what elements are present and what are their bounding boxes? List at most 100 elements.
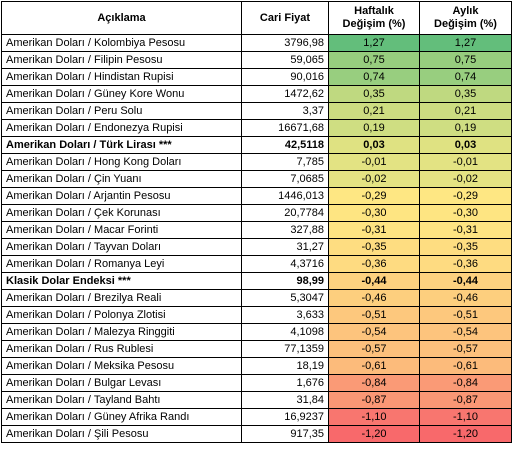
row-price: 77,1359 [241, 340, 329, 358]
header-weekly-change: Haftalık Değişim (%) [328, 1, 420, 35]
row-monthly-change: -0,29 [419, 187, 512, 205]
table-row: Amerikan Doları / Güney Afrika Randı 16,9… [1, 408, 512, 426]
row-description: Amerikan Doları / Brezilya Reali [1, 289, 242, 307]
row-price: 1446,013 [241, 187, 329, 205]
header-monthly-line2: Değişim (%) [434, 18, 497, 30]
table-row: Amerikan Doları / Malezya Ringgiti 4,1098… [1, 323, 512, 341]
row-weekly-change: -0,87 [328, 391, 420, 409]
table-row: Amerikan Doları / Tayvan Doları 31,27 -0,3… [1, 238, 512, 256]
row-monthly-change: -0,84 [419, 374, 512, 392]
table-row: Amerikan Doları / Brezilya Reali 5,3047 -0… [1, 289, 512, 307]
row-weekly-change: -0,29 [328, 187, 420, 205]
row-description: Amerikan Doları / Tayland Bahtı [1, 391, 242, 409]
row-price: 31,27 [241, 238, 329, 256]
table-row: Amerikan Doları / Filipin Pesosu 59,065 0,… [1, 51, 512, 69]
row-description: Klasik Dolar Endeksi *** [1, 272, 242, 290]
row-description: Amerikan Doları / Endonezya Rupisi [1, 119, 242, 137]
row-price: 4,1098 [241, 323, 329, 341]
row-description: Amerikan Doları / Şili Pesosu [1, 425, 242, 443]
row-weekly-change: -0,30 [328, 204, 420, 222]
row-price: 31,84 [241, 391, 329, 409]
header-weekly-line1: Haftalık [354, 5, 394, 17]
row-description: Amerikan Doları / Türk Lirası *** [1, 136, 242, 154]
row-weekly-change: -1,10 [328, 408, 420, 426]
row-description: Amerikan Doları / Hong Kong Doları [1, 153, 242, 171]
row-monthly-change: 1,27 [419, 34, 512, 52]
row-monthly-change: -0,57 [419, 340, 512, 358]
header-description: Açıklama [1, 1, 242, 35]
table-row: Amerikan Doları / Hindistan Rupisi 90,016… [1, 68, 512, 86]
row-weekly-change: -0,31 [328, 221, 420, 239]
header-monthly-change: Aylık Değişim (%) [419, 1, 512, 35]
row-monthly-change: -0,36 [419, 255, 512, 273]
row-monthly-change: -0,44 [419, 272, 512, 290]
table-row: Amerikan Doları / Çek Korunası 20,7784 -0,… [1, 204, 512, 222]
row-description: Amerikan Doları / Çin Yuanı [1, 170, 242, 188]
table-row: Amerikan Doları / Kolombiya Pesosu 3796,9… [1, 34, 512, 52]
row-price: 1472,62 [241, 85, 329, 103]
table-row: Amerikan Doları / Çin Yuanı 7,0685 -0,02 -0… [1, 170, 512, 188]
table-body: Amerikan Doları / Kolombiya Pesosu 3796,9… [1, 34, 512, 443]
table-row: Amerikan Doları / Hong Kong Doları 7,785 -… [1, 153, 512, 171]
row-monthly-change: 0,35 [419, 85, 512, 103]
row-weekly-change: -0,54 [328, 323, 420, 341]
row-monthly-change: -0,54 [419, 323, 512, 341]
row-monthly-change: -1,10 [419, 408, 512, 426]
row-price: 3796,98 [241, 34, 329, 52]
row-weekly-change: -1,20 [328, 425, 420, 443]
row-price: 16671,68 [241, 119, 329, 137]
row-monthly-change: 0,19 [419, 119, 512, 137]
row-price: 5,3047 [241, 289, 329, 307]
table-row: Amerikan Doları / Macar Forinti 327,88 -0,… [1, 221, 512, 239]
row-weekly-change: -0,51 [328, 306, 420, 324]
header-price: Cari Fiyat [241, 1, 329, 35]
row-price: 90,016 [241, 68, 329, 86]
table-row: Amerikan Doları / Şili Pesosu 917,35 -1,20… [1, 425, 512, 443]
row-weekly-change: 0,21 [328, 102, 420, 120]
header-monthly-line1: Aylık [452, 5, 479, 17]
table-row: Amerikan Doları / Rus Rublesi 77,1359 -0,5… [1, 340, 512, 358]
row-price: 20,7784 [241, 204, 329, 222]
row-price: 3,633 [241, 306, 329, 324]
row-description: Amerikan Doları / Meksika Pesosu [1, 357, 242, 375]
table-row: Amerikan Doları / Peru Solu 3,37 0,21 0,21 [1, 102, 512, 120]
row-weekly-change: -0,44 [328, 272, 420, 290]
row-weekly-change: 0,74 [328, 68, 420, 86]
row-price: 7,785 [241, 153, 329, 171]
row-description: Amerikan Doları / Hindistan Rupisi [1, 68, 242, 86]
table-row: Amerikan Doları / Türk Lirası *** 42,5118… [1, 136, 512, 154]
row-monthly-change: -0,87 [419, 391, 512, 409]
row-description: Amerikan Doları / Çek Korunası [1, 204, 242, 222]
row-weekly-change: -0,35 [328, 238, 420, 256]
row-price: 327,88 [241, 221, 329, 239]
row-monthly-change: -1,20 [419, 425, 512, 443]
row-description: Amerikan Doları / Bulgar Levası [1, 374, 242, 392]
row-price: 98,99 [241, 272, 329, 290]
row-monthly-change: -0,46 [419, 289, 512, 307]
table-row: Klasik Dolar Endeksi *** 98,99 -0,44 -0,44 [1, 272, 512, 290]
row-weekly-change: -0,36 [328, 255, 420, 273]
table-row: Amerikan Doları / Güney Kore Wonu 1472,62… [1, 85, 512, 103]
table-row: Amerikan Doları / Arjantin Pesosu 1446,01… [1, 187, 512, 205]
row-monthly-change: 0,03 [419, 136, 512, 154]
row-monthly-change: -0,01 [419, 153, 512, 171]
table-row: Amerikan Doları / Tayland Bahtı 31,84 -0,8… [1, 391, 512, 409]
row-weekly-change: 0,75 [328, 51, 420, 69]
row-price: 3,37 [241, 102, 329, 120]
row-description: Amerikan Doları / Polonya Zlotisi [1, 306, 242, 324]
header-weekly-line2: Değişim (%) [342, 18, 406, 30]
row-description: Amerikan Doları / Tayvan Doları [1, 238, 242, 256]
row-price: 18,19 [241, 357, 329, 375]
row-description: Amerikan Doları / Malezya Ringgiti [1, 323, 242, 341]
row-weekly-change: 1,27 [328, 34, 420, 52]
row-price: 917,35 [241, 425, 329, 443]
row-monthly-change: -0,30 [419, 204, 512, 222]
row-monthly-change: -0,61 [419, 357, 512, 375]
table-row: Amerikan Doları / Romanya Leyi 4,3716 -0,3… [1, 255, 512, 273]
row-monthly-change: -0,31 [419, 221, 512, 239]
row-description: Amerikan Doları / Rus Rublesi [1, 340, 242, 358]
row-weekly-change: 0,35 [328, 85, 420, 103]
row-weekly-change: 0,19 [328, 119, 420, 137]
row-weekly-change: -0,61 [328, 357, 420, 375]
row-monthly-change: 0,75 [419, 51, 512, 69]
